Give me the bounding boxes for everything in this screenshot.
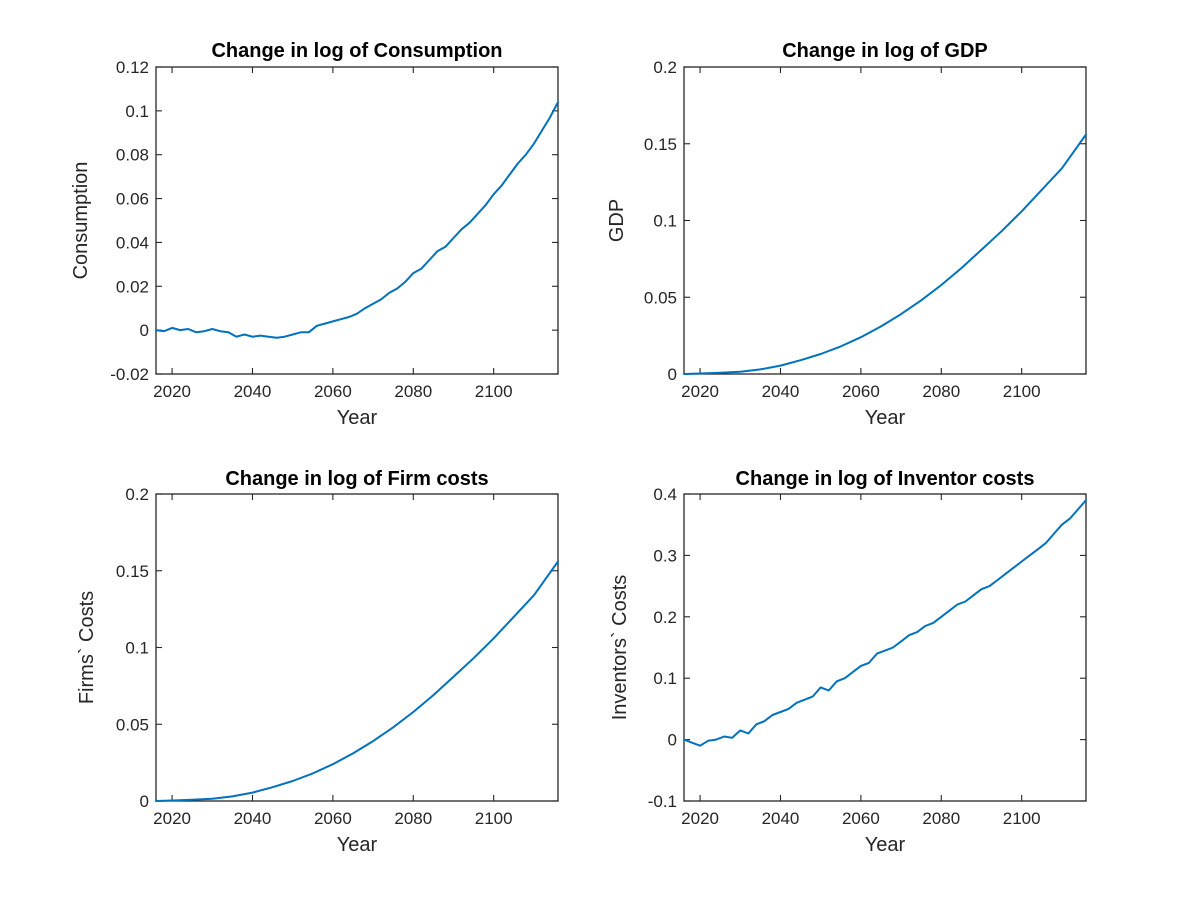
x-axis-label-gdp: Year	[865, 407, 906, 429]
x-tick-label-inventor-costs: 2080	[922, 809, 960, 828]
y-tick-label-inventor-costs: -0.1	[648, 792, 677, 811]
panel-firm-costs: Change in log of Firm costs Year Firms` …	[76, 468, 559, 856]
y-tick-label-gdp: 0.2	[653, 58, 677, 77]
x-tick-label-consumption: 2060	[314, 382, 352, 401]
chart-title-gdp: Change in log of GDP	[782, 40, 988, 62]
x-tick-label-inventor-costs: 2100	[1003, 809, 1041, 828]
y-axis-label-inventor-costs: Inventors` Costs	[609, 575, 631, 721]
y-tick-label-consumption: 0.08	[116, 146, 149, 165]
y-axis-label-consumption: Consumption	[70, 162, 92, 280]
y-tick-label-consumption: 0.02	[116, 277, 149, 296]
x-tick-label-consumption: 2020	[153, 382, 191, 401]
y-tick-label-firm-costs: 0.1	[125, 639, 149, 658]
y-tick-label-firm-costs: 0.05	[116, 715, 149, 734]
x-tick-label-inventor-costs: 2020	[681, 809, 719, 828]
y-tick-label-gdp: 0.05	[644, 288, 677, 307]
x-tick-label-consumption: 2040	[234, 382, 272, 401]
x-tick-label-inventor-costs: 2040	[762, 809, 800, 828]
y-tick-label-gdp: 0	[668, 365, 677, 384]
y-tick-label-firm-costs: 0.15	[116, 562, 149, 581]
y-tick-label-consumption: -0.02	[110, 365, 149, 384]
y-tick-label-consumption: 0.04	[116, 233, 149, 252]
axis-ticks-firm-costs: 2020 2040 2060 2080 2100 0 0.05 0.1 0.15 0.2	[116, 485, 558, 828]
y-tick-label-inventor-costs: 0.2	[653, 608, 677, 627]
x-tick-label-firm-costs: 2060	[314, 809, 352, 828]
axis-ticks-consumption: 2020 2040 2060 2080 2100 -0.02 0 0.02 0.04 0.06 0.…	[110, 58, 558, 401]
x-tick-label-firm-costs: 2080	[394, 809, 432, 828]
y-tick-label-inventor-costs: 0.4	[653, 485, 677, 504]
y-tick-label-consumption: 0.06	[116, 190, 149, 209]
x-axis-label-consumption: Year	[337, 407, 378, 429]
axis-ticks-gdp: 2020 2040 2060 2080 2100 0 0.05 0.1 0.15 0.2	[644, 58, 1086, 401]
x-tick-label-gdp: 2040	[762, 382, 800, 401]
y-axis-label-gdp: GDP	[606, 199, 628, 242]
panel-gdp: Change in log of GDP Year GDP 2020 2040 20…	[606, 40, 1087, 429]
plot-area-inventor-costs	[683, 493, 1087, 802]
chart-title-firm-costs: Change in log of Firm costs	[225, 468, 488, 490]
series-line-gdp	[683, 133, 1087, 375]
y-tick-label-consumption: 0	[140, 321, 149, 340]
x-axis-label-firm-costs: Year	[337, 834, 378, 856]
y-tick-label-inventor-costs: 0.1	[653, 669, 677, 688]
x-tick-label-consumption: 2100	[475, 382, 513, 401]
x-tick-label-gdp: 2020	[681, 382, 719, 401]
x-tick-label-gdp: 2080	[922, 382, 960, 401]
x-tick-label-firm-costs: 2020	[153, 809, 191, 828]
x-tick-label-gdp: 2060	[842, 382, 880, 401]
y-tick-label-firm-costs: 0	[140, 792, 149, 811]
plot-area-consumption	[155, 66, 559, 375]
y-tick-label-gdp: 0.15	[644, 135, 677, 154]
x-tick-label-firm-costs: 2040	[234, 809, 272, 828]
axis-ticks-inventor-costs: 2020 2040 2060 2080 2100 -0.1 0 0.1 0.2 0.3 0.4	[648, 485, 1086, 828]
y-tick-label-consumption: 0.12	[116, 58, 149, 77]
y-tick-label-firm-costs: 0.2	[125, 485, 149, 504]
y-tick-label-inventor-costs: 0	[668, 731, 677, 750]
x-tick-label-consumption: 2080	[394, 382, 432, 401]
chart-title-inventor-costs: Change in log of Inventor costs	[736, 468, 1035, 490]
x-tick-label-gdp: 2100	[1003, 382, 1041, 401]
series-line-inventor-costs	[683, 499, 1087, 747]
series-line-consumption	[155, 101, 559, 339]
x-tick-label-firm-costs: 2100	[475, 809, 513, 828]
panel-inventor-costs: Change in log of Inventor costs Year Inv…	[609, 468, 1087, 856]
chart-title-consumption: Change in log of Consumption	[211, 40, 502, 62]
series-line-firm-costs	[155, 560, 559, 802]
y-tick-label-inventor-costs: 0.3	[653, 546, 677, 565]
x-axis-label-inventor-costs: Year	[865, 834, 906, 856]
y-axis-label-firm-costs: Firms` Costs	[76, 591, 98, 704]
y-tick-label-gdp: 0.1	[653, 212, 677, 231]
x-tick-label-inventor-costs: 2060	[842, 809, 880, 828]
y-tick-label-consumption: 0.1	[125, 102, 149, 121]
